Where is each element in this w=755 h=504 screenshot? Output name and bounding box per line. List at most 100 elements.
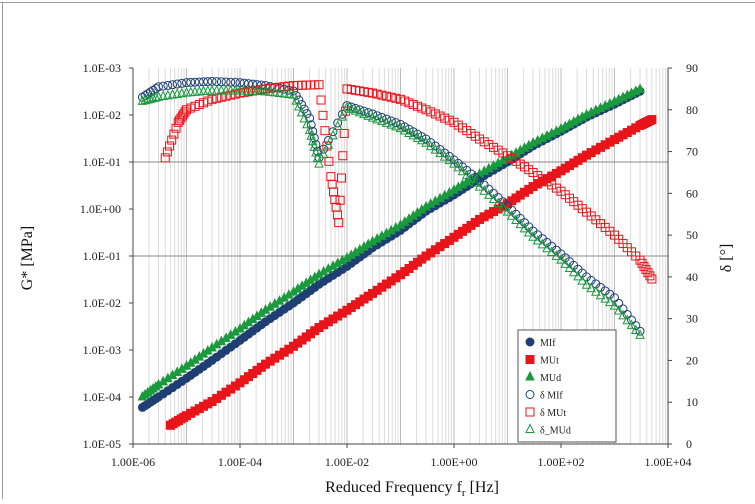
data-point: [207, 84, 217, 95]
data-point: [564, 262, 575, 273]
data-point: [186, 77, 196, 87]
data-point: [404, 127, 414, 137]
data-point: [288, 89, 299, 99]
data-point: [305, 113, 315, 123]
data-point: [158, 81, 168, 91]
legend-box: [517, 329, 617, 443]
data-point: [444, 115, 454, 125]
data-point: [211, 84, 222, 95]
data-point: [440, 113, 450, 123]
data-point: [493, 197, 503, 208]
legend-marker: [525, 423, 535, 433]
data-point: [381, 117, 392, 127]
data-point: [417, 132, 427, 142]
data-point: [523, 226, 534, 237]
data-point: [294, 100, 304, 111]
data-point: [635, 329, 645, 339]
data-point: [528, 231, 538, 241]
y-left-tick-label: 1.0E-04: [83, 390, 121, 404]
data-point: [335, 195, 345, 205]
series--mut: [160, 80, 657, 284]
data-point: [382, 114, 392, 124]
legend-marker: [525, 355, 535, 364]
data-point: [412, 132, 423, 142]
data-point: [377, 90, 387, 100]
y-right-tick-label: 0: [686, 437, 692, 451]
data-point: [600, 293, 610, 303]
legend-marker: [525, 337, 535, 347]
x-tick-label: 1.00E+02: [537, 455, 584, 469]
data-point: [595, 289, 606, 300]
legend-marker: [525, 370, 535, 381]
data-point: [618, 309, 628, 320]
data-point: [279, 87, 289, 98]
data-point: [577, 274, 588, 285]
data-point: [296, 106, 307, 117]
series-mud: [137, 83, 645, 401]
y-left-tick-label: 1.0E-01: [83, 249, 121, 263]
y-left-tick-label: 1.0E-03: [83, 343, 121, 357]
data-point: [140, 94, 150, 105]
data-point: [372, 111, 382, 121]
data-point: [230, 84, 241, 95]
y-right-tick-label: 20: [686, 353, 698, 367]
data-point: [145, 93, 156, 103]
data-point: [413, 129, 423, 139]
data-point: [332, 120, 343, 130]
series-mut: [165, 115, 657, 430]
data-point: [337, 109, 347, 119]
data-point: [484, 189, 494, 199]
axes-layer: 1.0E-03 1.0E-02 1.0E-01 1.0E+00 1.0E-01 1.0E-…: [80, 61, 698, 469]
data-point: [182, 78, 191, 88]
data-point: [314, 157, 324, 168]
data-point: [444, 154, 455, 165]
data-point: [622, 314, 633, 325]
data-point: [502, 206, 513, 216]
data-point: [279, 82, 289, 92]
data-point: [162, 147, 172, 157]
data-point: [177, 78, 187, 88]
data-point: [316, 95, 326, 105]
x-tick-label: 1.00E+04: [644, 455, 691, 469]
data-point: [435, 111, 445, 121]
data-point: [457, 165, 468, 176]
data-point: [630, 324, 641, 335]
data-point: [284, 88, 294, 99]
data-point: [377, 115, 387, 126]
data-point: [479, 185, 489, 195]
data-point: [148, 92, 158, 103]
data-point: [416, 134, 427, 145]
data-point: [168, 80, 178, 90]
data-point: [515, 218, 526, 229]
data-point: [342, 101, 352, 112]
data-point: [568, 266, 579, 277]
y-right-tick-label: 60: [686, 186, 698, 200]
data-point: [614, 298, 624, 308]
data-point: [350, 105, 361, 115]
x-axis-title-unit: [Hz]: [470, 479, 499, 496]
data-point: [151, 91, 161, 102]
legend-label: δ MIf: [540, 391, 563, 402]
data-point: [560, 258, 571, 268]
data-point: [537, 174, 547, 184]
data-point: [395, 122, 406, 133]
data-point: [479, 137, 489, 147]
data-point: [591, 286, 601, 296]
data-point: [396, 119, 405, 129]
data-point: [430, 144, 441, 154]
data-point: [190, 77, 200, 87]
data-point: [314, 80, 324, 90]
x-axis-title-main: Reduced Frequency f: [325, 479, 463, 496]
data-point: [609, 300, 620, 310]
data-point: [291, 94, 301, 105]
legend: MIf MUt MUd δ MIf δ MUt δ_MUd: [517, 329, 617, 443]
data-point: [299, 112, 310, 123]
data-point: [367, 112, 378, 122]
data-point: [328, 129, 338, 140]
data-point: [359, 108, 369, 119]
data-point: [425, 140, 436, 151]
data-point: [631, 321, 641, 331]
y-right-tick-label: 50: [686, 228, 698, 242]
x-tick-label: 1.00E-02: [325, 455, 369, 469]
